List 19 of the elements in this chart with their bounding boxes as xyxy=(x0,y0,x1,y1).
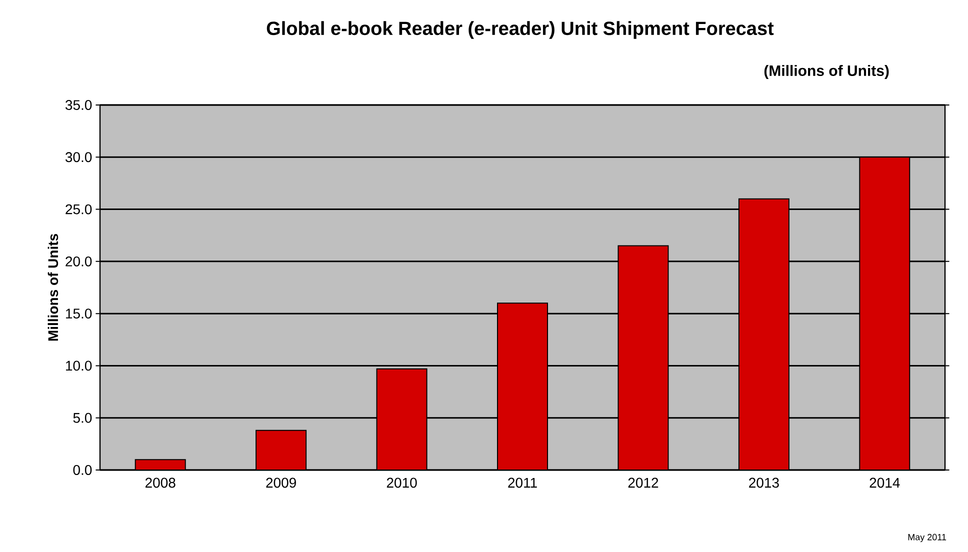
y-tick-label: 25.0 xyxy=(66,204,92,214)
x-tick-label: 2008 xyxy=(145,478,176,488)
y-tick-label: 10.0 xyxy=(66,360,92,371)
x-tick-label: 2012 xyxy=(628,478,658,488)
y-axis-title: Millions of Units xyxy=(48,234,58,341)
x-tick-label: 2010 xyxy=(386,478,417,488)
y-tick-label: 35.0 xyxy=(65,100,92,110)
x-tick-label: 2011 xyxy=(508,478,537,488)
x-tick-label: 2009 xyxy=(266,478,296,488)
x-tick-label: 2013 xyxy=(749,478,779,488)
y-tick-label: 15.0 xyxy=(66,308,92,319)
y-tick-label: 5.0 xyxy=(73,412,92,423)
y-tick-label: 30.0 xyxy=(65,152,92,162)
text: May 2011 xyxy=(908,534,946,542)
chart-subtitle: (Millions of Units) xyxy=(764,65,889,79)
y-tick-label: 20.0 xyxy=(66,256,92,266)
chart-title: Global e-book Reader (e-reader) Unit Shipment Forecast xyxy=(266,21,774,39)
x-tick-label: 2014 xyxy=(870,478,900,488)
y-tick-label: 0.0 xyxy=(73,465,92,475)
